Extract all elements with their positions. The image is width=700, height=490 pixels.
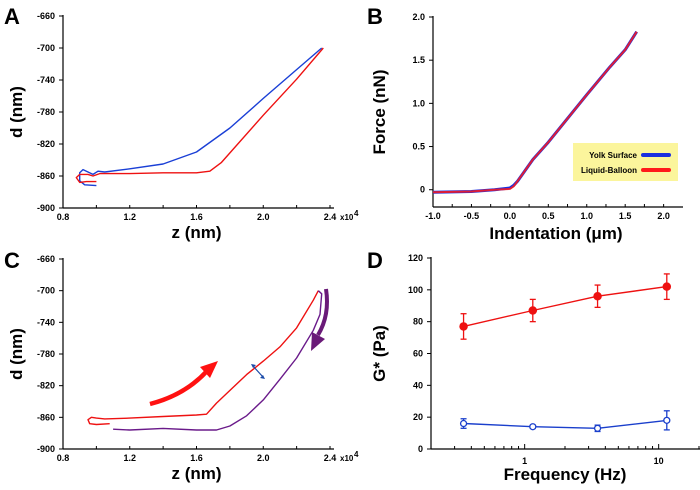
y-tick-label: -860: [37, 412, 55, 422]
x-multiplier-exponent: 4: [354, 209, 359, 218]
panel-d: D 0 20 40 60 80 100 120 1 10 Frequency (Hz) G* (Pa): [367, 248, 700, 484]
x-tick-label: 10: [654, 456, 664, 466]
x-tick-label: 0.5: [542, 211, 555, 221]
x-tick-label: 2.4: [324, 212, 337, 222]
gap-arrowhead: [260, 375, 265, 379]
y-tick-label: -700: [37, 286, 55, 296]
panel-label: C: [4, 248, 20, 273]
x-tick-label: 1.5: [619, 211, 632, 221]
y-tick-label: 100: [408, 285, 423, 295]
x-axis-label: Frequency (Hz): [504, 465, 627, 484]
y-axis-label: Force (nN): [370, 70, 389, 155]
y-tick-label: -820: [37, 381, 55, 391]
y-tick-label: -780: [37, 349, 55, 359]
data-point: [528, 306, 538, 315]
x-tick-label: 0.0: [504, 211, 517, 221]
x-tick-label: 2.4: [324, 453, 337, 463]
data-point: [593, 424, 602, 432]
gap-double-arrow: [252, 365, 264, 378]
y-tick-label: 40: [413, 380, 423, 390]
series-line-approach-red: [87, 290, 319, 426]
series-line-liquid-balloon: [463, 285, 667, 328]
panel-label: B: [367, 4, 383, 29]
x-tick-label: 1.0: [580, 211, 593, 221]
y-tick-label: -780: [37, 107, 55, 117]
retract-arrow: [316, 288, 329, 337]
data-point: [663, 416, 671, 425]
series-line-liquid-balloon: [432, 31, 638, 194]
series-line-retract-purple: [113, 290, 323, 431]
retract-arrowhead: [311, 332, 325, 351]
y-tick-label: -700: [37, 43, 55, 53]
panel-label: A: [4, 4, 20, 29]
x-multiplier-exponent: 4: [354, 450, 359, 459]
legend-label: Liquid-Balloon: [581, 166, 637, 175]
x-multiplier-label: x10: [340, 454, 354, 463]
x-axis-label: z (nm): [171, 223, 221, 242]
y-tick-label: -660: [37, 254, 55, 264]
x-axis-label: Indentation (μm): [489, 224, 622, 243]
y-tick-label: -900: [37, 203, 55, 213]
x-tick-label: 0.8: [57, 453, 70, 463]
series-line-yolk-surface: [463, 419, 667, 429]
x-tick-label: 0.8: [57, 212, 70, 222]
series-line-approach-blue: [78, 47, 323, 187]
x-tick-label: -1.0: [425, 211, 441, 221]
panel-label: D: [367, 248, 383, 273]
panel-b: B 0 0.5 1.0 1.5 2.0 -1.0 -0.5 0.0 0.5 1.0 1.5 2.0 Ind…: [367, 4, 683, 243]
series-line-retract-red: [75, 47, 324, 184]
x-tick-label: 1.6: [190, 212, 203, 222]
y-tick-label: 0: [420, 185, 425, 195]
y-tick-label: -900: [37, 444, 55, 454]
data-point: [593, 291, 602, 301]
x-tick-label: 1.2: [123, 453, 136, 463]
x-multiplier-label: x10: [340, 213, 354, 222]
y-tick-label: 120: [408, 253, 423, 263]
y-tick-label: 1.0: [412, 98, 425, 108]
x-tick-label: 1: [522, 456, 527, 466]
data-point: [459, 419, 468, 428]
approach-arrow: [149, 369, 209, 407]
y-tick-label: -820: [37, 139, 55, 149]
data-point: [662, 282, 672, 291]
y-tick-label: -740: [37, 317, 55, 327]
y-tick-label: 0.5: [412, 142, 425, 152]
x-tick-label: 1.2: [123, 212, 136, 222]
y-axis-label: G* (Pa): [370, 325, 389, 382]
x-tick-label: 2.0: [657, 211, 670, 221]
x-tick-label: 2.0: [257, 453, 270, 463]
y-tick-label: 80: [413, 317, 423, 327]
y-axis-label: d (nm): [7, 86, 26, 138]
y-tick-label: -740: [37, 75, 55, 85]
y-tick-label: 1.5: [412, 55, 425, 65]
y-tick-label: 0: [418, 444, 423, 454]
y-tick-label: 20: [413, 412, 423, 422]
x-tick-label: -0.5: [464, 211, 480, 221]
approach-arrowhead: [200, 361, 218, 378]
legend-box: [573, 143, 678, 181]
y-tick-label: -860: [37, 171, 55, 181]
y-tick-label: -660: [37, 11, 55, 21]
legend-label: Yolk Surface: [589, 151, 637, 160]
data-point: [529, 423, 537, 431]
x-axis-label: z (nm): [171, 464, 221, 483]
gap-arrowhead: [251, 364, 256, 368]
y-tick-label: 2.0: [412, 12, 425, 22]
legend: Yolk Surface Liquid-Balloon: [573, 143, 678, 181]
y-axis-label: d (nm): [7, 328, 26, 380]
x-tick-label: 2.0: [257, 212, 270, 222]
data-point: [459, 322, 468, 331]
y-tick-label: 60: [413, 349, 423, 359]
x-tick-label: 1.6: [190, 453, 203, 463]
